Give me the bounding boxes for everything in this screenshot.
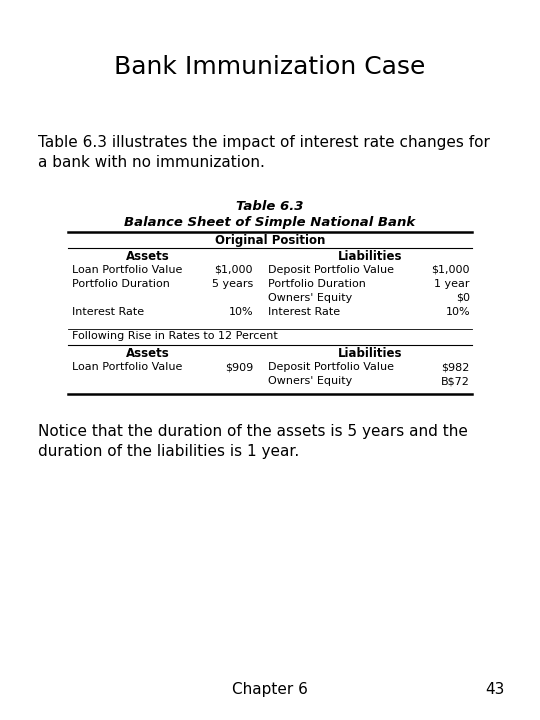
Text: Bank Immunization Case: Bank Immunization Case bbox=[114, 55, 426, 79]
Text: 10%: 10% bbox=[446, 307, 470, 317]
Text: $0: $0 bbox=[456, 293, 470, 303]
Text: 5 years: 5 years bbox=[212, 279, 253, 289]
Text: Assets: Assets bbox=[126, 347, 170, 360]
Text: Deposit Portfolio Value: Deposit Portfolio Value bbox=[268, 265, 394, 275]
Text: $909: $909 bbox=[225, 362, 253, 372]
Text: Liabilities: Liabilities bbox=[338, 250, 402, 263]
Text: Interest Rate: Interest Rate bbox=[268, 307, 340, 317]
Text: duration of the liabilities is 1 year.: duration of the liabilities is 1 year. bbox=[38, 444, 299, 459]
Text: Assets: Assets bbox=[126, 250, 170, 263]
Text: Liabilities: Liabilities bbox=[338, 347, 402, 360]
Text: 1 year: 1 year bbox=[435, 279, 470, 289]
Text: Original Position: Original Position bbox=[215, 234, 325, 247]
Text: Chapter 6: Chapter 6 bbox=[232, 682, 308, 697]
Text: $1,000: $1,000 bbox=[214, 265, 253, 275]
Text: 43: 43 bbox=[485, 682, 505, 697]
Text: Deposit Portfolio Value: Deposit Portfolio Value bbox=[268, 362, 394, 372]
Text: Interest Rate: Interest Rate bbox=[72, 307, 144, 317]
Text: Table 6.3: Table 6.3 bbox=[237, 200, 303, 213]
Text: Portfolio Duration: Portfolio Duration bbox=[72, 279, 170, 289]
Text: 10%: 10% bbox=[228, 307, 253, 317]
Text: Following Rise in Rates to 12 Percent: Following Rise in Rates to 12 Percent bbox=[72, 331, 278, 341]
Text: Table 6.3 illustrates the impact of interest rate changes for: Table 6.3 illustrates the impact of inte… bbox=[38, 135, 490, 150]
Text: Loan Portfolio Value: Loan Portfolio Value bbox=[72, 265, 183, 275]
Text: Balance Sheet of Simple National Bank: Balance Sheet of Simple National Bank bbox=[124, 216, 416, 229]
Text: Owners' Equity: Owners' Equity bbox=[268, 376, 352, 386]
Text: B$72: B$72 bbox=[441, 376, 470, 386]
Text: Owners' Equity: Owners' Equity bbox=[268, 293, 352, 303]
Text: Loan Portfolio Value: Loan Portfolio Value bbox=[72, 362, 183, 372]
Text: Portfolio Duration: Portfolio Duration bbox=[268, 279, 366, 289]
Text: Notice that the duration of the assets is 5 years and the: Notice that the duration of the assets i… bbox=[38, 424, 468, 439]
Text: a bank with no immunization.: a bank with no immunization. bbox=[38, 155, 265, 170]
Text: $1,000: $1,000 bbox=[431, 265, 470, 275]
Text: $982: $982 bbox=[442, 362, 470, 372]
